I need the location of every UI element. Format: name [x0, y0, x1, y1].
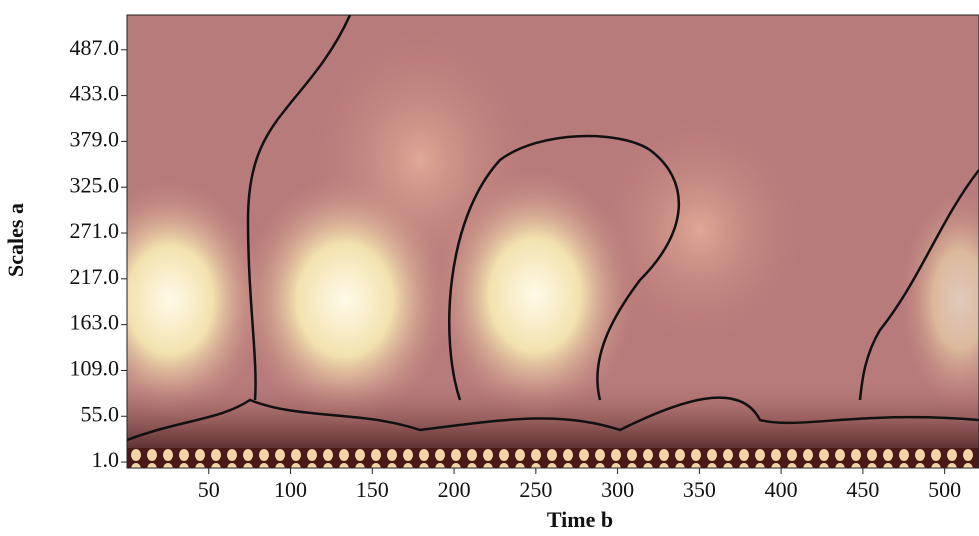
y-tick-label: 55.0 [81, 401, 120, 426]
x-tick-label: 250 [519, 477, 552, 502]
x-tick-label: 350 [683, 477, 716, 502]
x-tick-label: 450 [846, 477, 879, 502]
x-tick-label: 150 [356, 477, 389, 502]
x-tick-label: 500 [928, 477, 961, 502]
y-tick-label: 325.0 [70, 172, 120, 197]
x-tick-label: 400 [765, 477, 798, 502]
y-tick-label: 1.0 [92, 447, 120, 472]
y-tick-label: 433.0 [70, 81, 120, 106]
y-tick-label: 379.0 [70, 126, 120, 151]
x-tick-label: 300 [601, 477, 634, 502]
y-tick-label: 487.0 [70, 35, 120, 60]
y-tick-label: 109.0 [70, 355, 120, 380]
x-tick-label: 100 [274, 477, 307, 502]
y-axis-title: Scales a [3, 203, 28, 277]
heatmap-image [75, 15, 979, 468]
y-tick-label: 217.0 [70, 264, 120, 289]
x-tick-label: 50 [198, 477, 220, 502]
x-axis-title: Time b [547, 507, 613, 532]
y-tick-label: 163.0 [70, 310, 120, 335]
x-tick-label: 200 [438, 477, 471, 502]
chart: Scales a Time b 1.0 55.0 109.0 163.0 217.0 27… [0, 0, 979, 536]
y-tick-label: 271.0 [70, 218, 120, 243]
